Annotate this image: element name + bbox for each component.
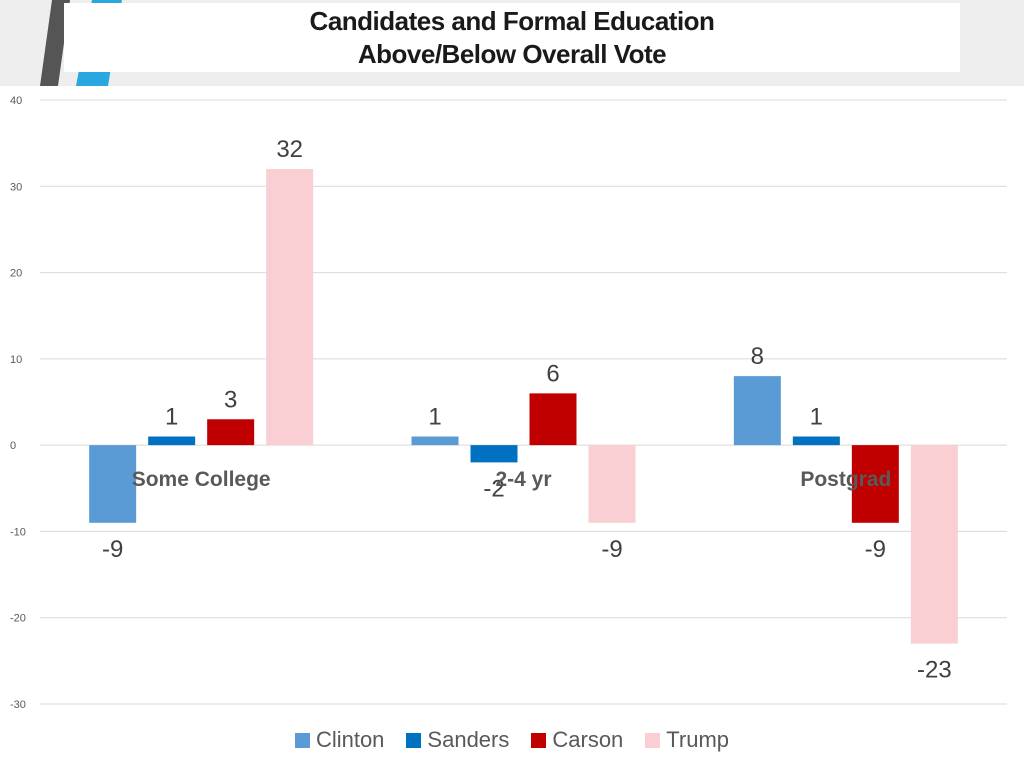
category-label: 2-4 yr [495,468,551,491]
data-label: 1 [165,404,178,431]
y-tick-label: 0 [10,440,16,452]
y-tick-label: 10 [10,354,22,366]
bar-trump [266,169,314,446]
category-label: Postgrad [800,468,891,491]
bar-carson [529,393,577,446]
legend-item-clinton: Clinton [294,727,385,753]
data-label: 6 [546,360,559,387]
bar-clinton [733,376,781,446]
data-label: -9 [601,536,622,563]
bar-sanders [792,436,840,446]
legend-swatch [294,732,310,748]
chart-title: Candidates and Formal Education Above/Be… [64,3,960,72]
y-tick-label: 30 [10,181,22,193]
deco-dark-stripe [40,0,70,86]
data-label: -23 [917,657,952,684]
chart-title-line-1: Candidates and Formal Education [309,5,715,36]
legend-swatch [406,732,422,748]
legend-label: Trump [666,727,730,752]
bar-sanders [470,445,518,463]
data-label: 1 [810,404,823,431]
data-label: 1 [428,404,441,431]
legend-swatch [645,732,661,748]
bar-clinton [89,445,137,523]
category-label: Some College [132,468,271,491]
legend-item-trump: Trump [645,727,729,753]
y-tick-label: 40 [10,95,22,107]
bar-sanders [148,436,196,446]
legend: Clinton Sanders Carson Trump [0,726,1024,754]
legend-label: Sanders [427,727,510,752]
bar-chart: 40 30 20 10 0 -10 -20 -30 -9 1 8 1 -2 1 3 6 -9 32 -9 -23 Som… [10,95,1007,711]
y-tick-label: -10 [10,526,26,538]
bar-clinton [411,436,459,446]
chart-title-line-2: Above/Below Overall Vote [357,38,667,69]
data-label: -9 [865,536,886,563]
data-label: -9 [102,536,123,563]
legend-swatch [531,732,547,748]
data-label: 8 [751,343,764,370]
bar-carson [851,445,899,523]
y-tick-label: -30 [10,699,26,711]
y-tick-label: 20 [10,268,22,280]
legend-item-sanders: Sanders [406,727,509,753]
data-label: -2 [483,475,504,502]
legend-label: Clinton [315,727,385,752]
bar-carson [207,419,255,446]
bar-trump [588,445,636,523]
data-label: 32 [276,136,303,163]
legend-label: Carson [552,727,624,752]
legend-item-carson: Carson [531,727,623,753]
data-label: 3 [224,386,237,413]
bar-trump [910,445,958,644]
y-tick-label: -20 [10,613,26,625]
